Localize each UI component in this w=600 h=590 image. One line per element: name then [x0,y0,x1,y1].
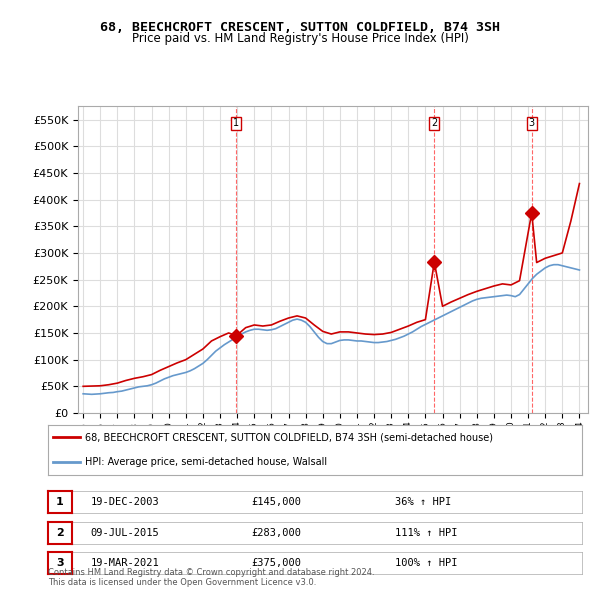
Text: 68, BEECHCROFT CRESCENT, SUTTON COLDFIELD, B74 3SH (semi-detached house): 68, BEECHCROFT CRESCENT, SUTTON COLDFIEL… [85,432,493,442]
Text: 19-DEC-2003: 19-DEC-2003 [91,497,160,507]
Text: 19-MAR-2021: 19-MAR-2021 [91,558,160,568]
Text: 68, BEECHCROFT CRESCENT, SUTTON COLDFIELD, B74 3SH: 68, BEECHCROFT CRESCENT, SUTTON COLDFIEL… [100,21,500,34]
Text: 2: 2 [56,528,64,537]
Text: 36% ↑ HPI: 36% ↑ HPI [395,497,451,507]
Text: 1: 1 [233,119,239,129]
Text: 100% ↑ HPI: 100% ↑ HPI [395,558,458,568]
Text: 3: 3 [56,558,64,568]
Text: Price paid vs. HM Land Registry's House Price Index (HPI): Price paid vs. HM Land Registry's House … [131,32,469,45]
Text: HPI: Average price, semi-detached house, Walsall: HPI: Average price, semi-detached house,… [85,457,328,467]
Text: 3: 3 [529,119,535,129]
Text: £375,000: £375,000 [251,558,301,568]
Text: 1: 1 [56,497,64,507]
Text: 111% ↑ HPI: 111% ↑ HPI [395,528,458,537]
Text: 2: 2 [431,119,437,129]
Text: Contains HM Land Registry data © Crown copyright and database right 2024.
This d: Contains HM Land Registry data © Crown c… [48,568,374,587]
Text: £283,000: £283,000 [251,528,301,537]
Text: 09-JUL-2015: 09-JUL-2015 [91,528,160,537]
Text: £145,000: £145,000 [251,497,301,507]
